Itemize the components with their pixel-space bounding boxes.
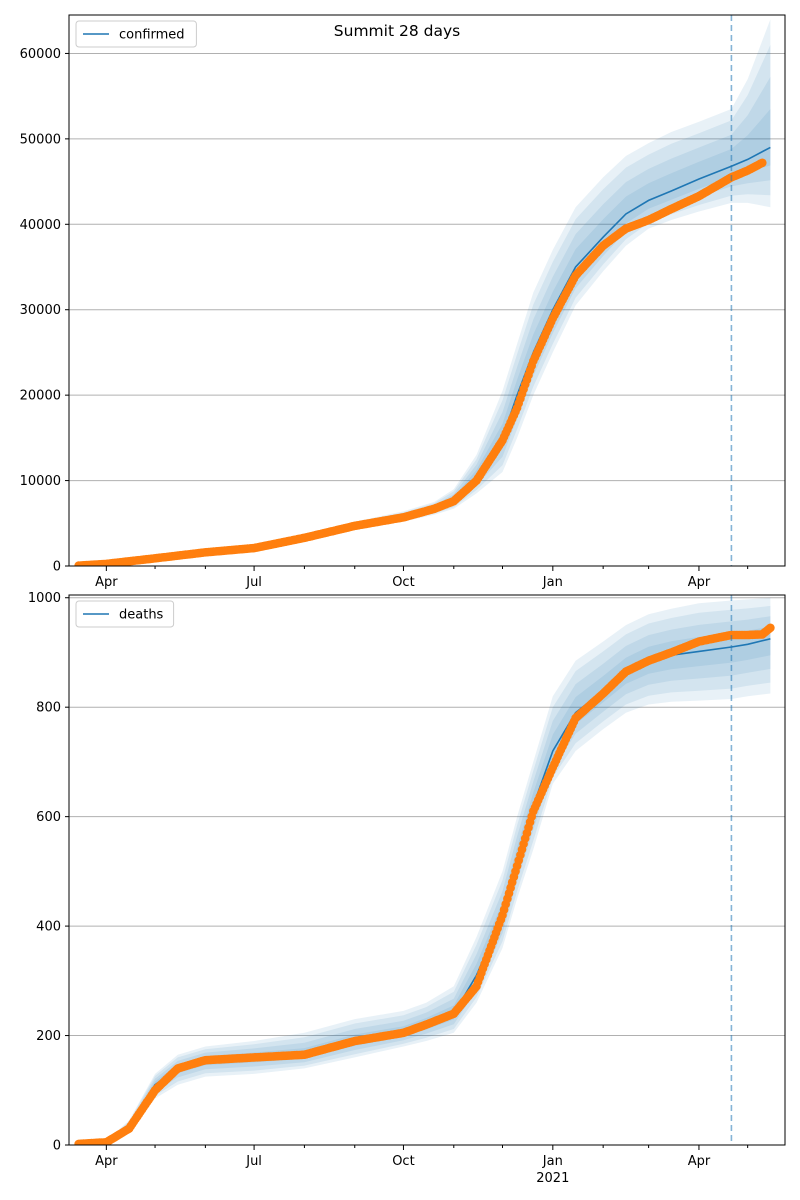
x-tick-label: Jan xyxy=(542,1154,563,1169)
y-tick-label: 200 xyxy=(36,1029,61,1044)
uncertainty-band-2 xyxy=(78,605,771,1145)
x-tick-label: Jul xyxy=(245,1154,262,1169)
observed-point xyxy=(766,623,775,633)
x-tick-label: Apr xyxy=(95,575,118,590)
legend: deaths xyxy=(75,600,175,628)
uncertainty-band-1 xyxy=(78,597,771,1145)
y-tick-label: 30000 xyxy=(20,303,61,318)
x-tick-label: Apr xyxy=(688,1154,711,1169)
plot-area xyxy=(74,19,771,566)
y-tick-label: 0 xyxy=(53,1139,61,1154)
observed-point xyxy=(758,158,767,168)
x-tick-label: Jan xyxy=(542,575,563,590)
observed-points xyxy=(74,158,767,566)
legend: confirmed xyxy=(75,20,197,48)
y-tick-label: 600 xyxy=(36,810,61,825)
y-tick-label: 50000 xyxy=(20,132,61,147)
legend-label: deaths xyxy=(119,608,164,623)
observed-points xyxy=(74,623,775,1145)
legend-box xyxy=(75,20,197,48)
x-tick-sublabel: 2021 xyxy=(536,1171,569,1186)
axes-frame xyxy=(68,594,786,1146)
axes-frame xyxy=(68,14,786,567)
y-tick-label: 400 xyxy=(36,920,61,935)
y-tick-label: 800 xyxy=(36,701,61,716)
y-tick-label: 40000 xyxy=(20,218,61,233)
x-tick-label: Oct xyxy=(392,1154,414,1169)
y-tick-label: 0 xyxy=(53,560,61,575)
legend-box xyxy=(75,600,175,628)
uncertainty-band-3 xyxy=(78,616,771,1145)
x-tick-label: Jul xyxy=(245,575,262,590)
x-tick-label: Apr xyxy=(95,1154,118,1169)
y-tick-label: 10000 xyxy=(20,474,61,489)
uncertainty-band-4 xyxy=(78,109,771,566)
y-tick-label: 20000 xyxy=(20,389,61,404)
uncertainty-band-2 xyxy=(78,44,771,566)
y-tick-label: 60000 xyxy=(20,47,61,62)
x-tick-label: Oct xyxy=(392,575,414,590)
confirmed-chart: 0 10000 20000 30000 40000 50000 60000 Apr Jul Oct… xyxy=(20,14,786,590)
chart-title: Summit 28 days xyxy=(334,22,460,40)
plot-area xyxy=(74,597,775,1145)
deaths-chart: 0 200 400 600 800 1000 Apr Jul Oct Jan 2021 Apr deat… xyxy=(28,591,786,1186)
x-tick-label: Apr xyxy=(688,575,711,590)
legend-label: confirmed xyxy=(119,28,185,43)
y-tick-label: 1000 xyxy=(28,591,61,606)
uncertainty-band-1 xyxy=(78,19,771,566)
